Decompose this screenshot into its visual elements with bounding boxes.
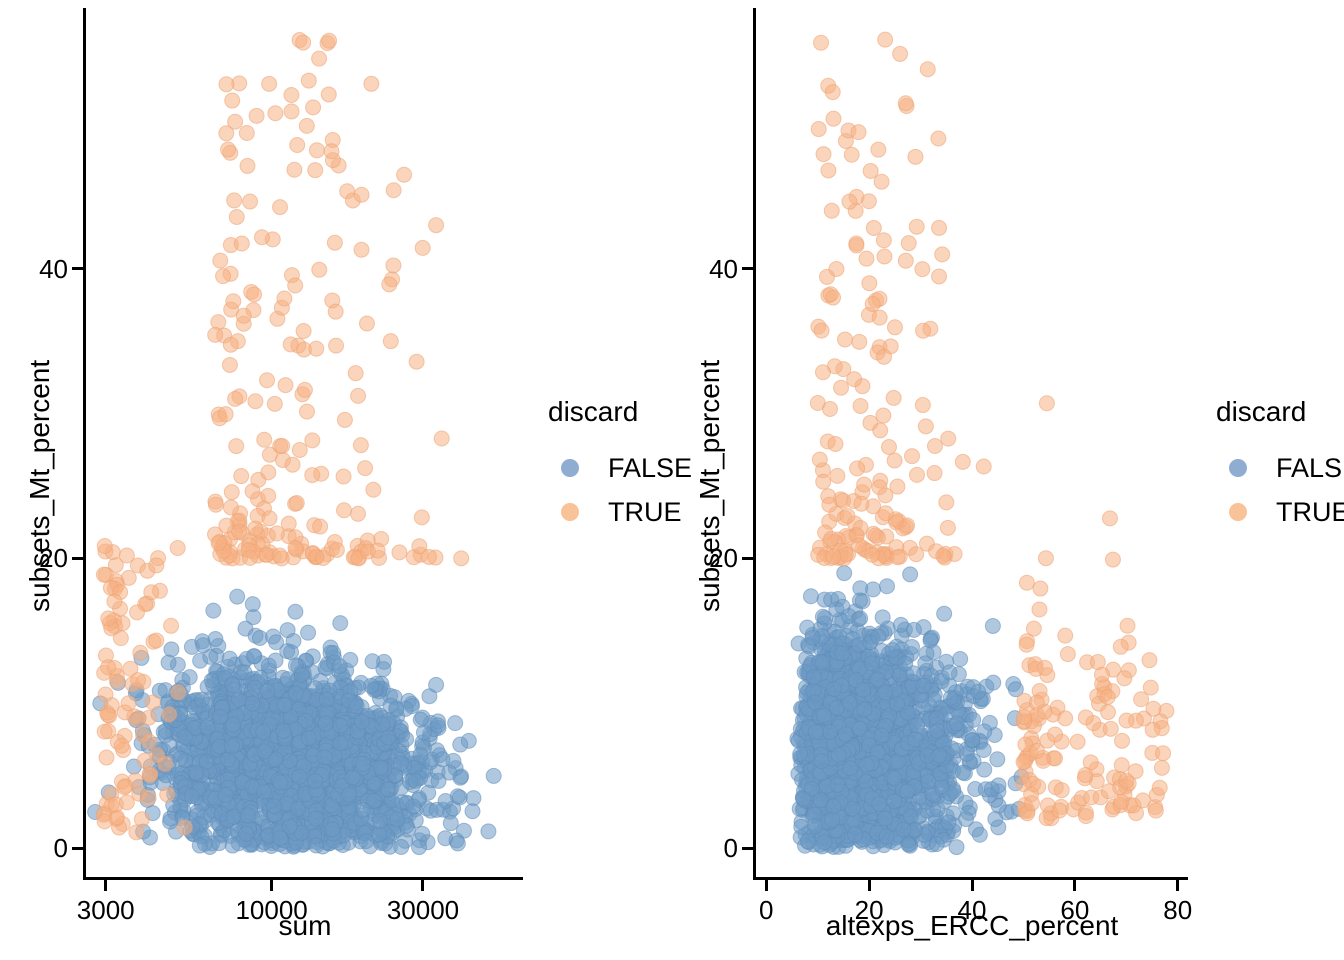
y-tick-mark: [742, 556, 753, 560]
legend-label-true: TRUE: [1276, 496, 1344, 527]
x-tick-mark: [270, 880, 274, 891]
legend-item-false[interactable]: FALSE: [548, 446, 692, 490]
legend-item-true[interactable]: TRUE: [548, 490, 692, 534]
legend-key-false-icon: [1216, 459, 1260, 477]
x-tick-label: 20: [854, 895, 884, 925]
y-tick-mark: [72, 267, 83, 271]
legend-key-false-icon: [548, 459, 592, 477]
legend-item-false[interactable]: FALSE: [1216, 446, 1344, 490]
legend-title: discard: [548, 396, 639, 427]
y-tick-mark: [742, 267, 753, 271]
y-axis-line-right: [753, 8, 756, 877]
y-tick-label: 40: [39, 253, 68, 284]
y-tick-label: 0: [723, 833, 738, 864]
x-axis-line-left: [83, 877, 523, 880]
y-tick-label: 40: [709, 253, 738, 284]
x-tick-label: 80: [1163, 895, 1193, 925]
y-tick-label: 20: [709, 543, 738, 574]
y-tick-label: 0: [53, 833, 68, 864]
x-tick-mark: [1176, 880, 1180, 891]
legend-right: discard FALSE TRUE: [1216, 398, 1344, 534]
y-axis-line-left: [83, 8, 86, 877]
x-tick-mark: [104, 880, 108, 891]
y-axis-title-right: subsets_Mt_percent: [694, 359, 725, 612]
x-tick-mark: [1073, 880, 1077, 891]
x-tick-label: 30000: [386, 895, 460, 925]
legend-key-true-icon: [548, 503, 592, 521]
x-tick-label: 0: [759, 895, 774, 925]
legend-item-true[interactable]: TRUE: [1216, 490, 1344, 534]
x-tick-label: 3000: [76, 895, 135, 925]
x-tick-mark: [764, 880, 768, 891]
y-tick-mark: [742, 846, 753, 850]
x-tick-label: 10000: [235, 895, 308, 925]
x-tick-label: 60: [1060, 895, 1090, 925]
x-tick-mark: [867, 880, 871, 891]
legend-key-true-icon: [1216, 503, 1260, 521]
x-axis-title-left: sum: [278, 910, 332, 941]
x-tick-label: 40: [957, 895, 987, 925]
legend-left: discard FALSE TRUE: [548, 398, 692, 534]
legend-label-false: FALSE: [608, 452, 693, 483]
legend-label-false: FALSE: [1276, 452, 1344, 483]
legend-title: discard: [1216, 396, 1307, 427]
y-tick-mark: [72, 846, 83, 850]
x-tick-mark: [421, 880, 425, 891]
x-axis-line-right: [753, 877, 1188, 880]
legend-label-true: TRUE: [608, 496, 682, 527]
y-tick-mark: [72, 556, 83, 560]
x-axis-title-right: altexps_ERCC_percent: [825, 910, 1119, 941]
y-tick-label: 20: [39, 543, 68, 574]
x-tick-mark: [970, 880, 974, 891]
